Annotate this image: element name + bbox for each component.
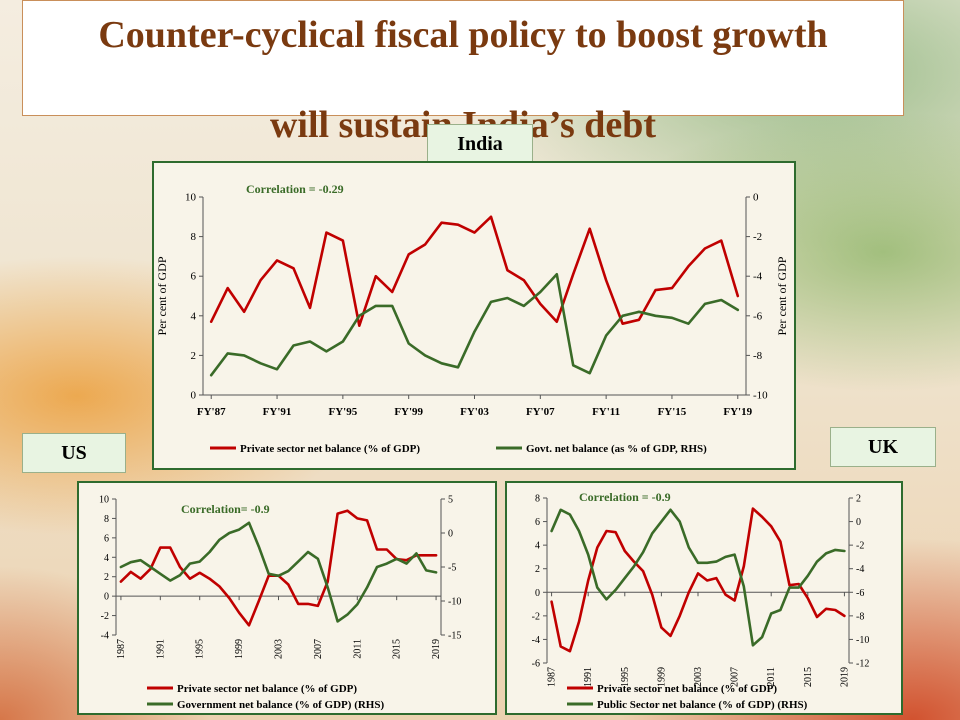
x-tick-label: FY'99 — [394, 406, 423, 418]
y-tick-label-right: 0 — [856, 517, 861, 528]
y-tick-label-left: 10 — [99, 495, 109, 506]
uk-chart-panel: -6 -4 -2 0 2 4 6 8 -12 -10 -8 -6 -4 -2 0 2 1987 1991 1995 1… — [505, 481, 903, 715]
y-tick-label-left: 4 — [191, 310, 197, 322]
legend-label: Private sector net balance (% of GDP) — [177, 683, 357, 695]
x-tick-label: FY'11 — [592, 406, 620, 418]
y-axis-title-left: Per cent of GDP — [155, 256, 169, 335]
x-tick-label: 2011 — [766, 667, 777, 687]
y-tick-label-right: -4 — [856, 564, 864, 575]
title-box: Counter-cyclical fiscal policy to boost … — [22, 0, 904, 146]
y-tick-label-left: 2 — [104, 572, 109, 583]
y-tick-label-left: 0 — [191, 390, 197, 402]
y-tick-label-left: -4 — [532, 635, 540, 646]
x-tick-label: 2015 — [392, 639, 403, 659]
x-tick-label: FY'91 — [263, 406, 292, 418]
govt-balance-line — [119, 521, 438, 623]
private-balance-line — [550, 507, 846, 653]
x-tick-label: 2003 — [693, 667, 704, 687]
x-tick-label: 1995 — [620, 667, 631, 687]
us-chart-panel: -4 -2 0 2 4 6 8 10 -15 -10 -5 0 5 1987 1991 1995 1999 200… — [77, 481, 497, 715]
x-tick-label: 1999 — [656, 667, 667, 687]
y-tick-label-left: 2 — [191, 350, 197, 362]
x-tick-label: FY'87 — [197, 406, 226, 418]
x-tick-label: FY'07 — [526, 406, 555, 418]
y-tick-label-left: -4 — [101, 631, 109, 642]
y-tick-label-left: 6 — [104, 533, 109, 544]
legend-label: Private sector net balance (% of GDP) — [240, 443, 420, 455]
y-tick-label-right: -5 — [448, 563, 456, 574]
y-tick-label-left: 4 — [535, 541, 540, 552]
y-tick-label-left: 6 — [191, 271, 197, 283]
y-tick-label-right: -10 — [753, 390, 768, 402]
y-tick-label-left: 2 — [535, 564, 540, 575]
x-tick-label: 2007 — [730, 667, 741, 687]
x-tick-label: 1999 — [234, 639, 245, 659]
us-label: US — [22, 433, 126, 473]
x-tick-label: 1987 — [547, 667, 558, 687]
y-tick-label-right: -10 — [448, 597, 461, 608]
legend-label: Public Sector net balance (% of GDP) (RH… — [597, 699, 808, 711]
govt-balance-line — [209, 272, 740, 377]
x-tick-label: FY'03 — [460, 406, 489, 418]
y-tick-label-right: -10 — [856, 635, 869, 646]
uk-label: UK — [830, 427, 936, 467]
y-tick-label-left: -2 — [532, 611, 540, 622]
y-axis-title-right: Per cent of GDP — [775, 256, 789, 335]
x-tick-label: FY'19 — [723, 406, 752, 418]
india-chart-panel: 0 2 4 6 8 10 -10 -8 -6 -4 -2 0 FY'87 FY'91 FY'95 FY'99 F… — [152, 161, 796, 470]
correlation-annotation: Correlation = -0.9 — [579, 490, 671, 504]
private-balance-line — [119, 509, 438, 627]
x-tick-label: 2003 — [274, 639, 285, 659]
y-tick-label-left: 8 — [191, 231, 197, 243]
x-tick-label: 1995 — [195, 639, 206, 659]
y-tick-label-right: -12 — [856, 659, 869, 670]
x-tick-label: 1987 — [116, 639, 127, 659]
y-tick-label-right: -8 — [856, 611, 864, 622]
y-tick-label-right: -15 — [448, 631, 461, 642]
x-tick-label: 1991 — [583, 667, 594, 687]
x-tick-label: 2015 — [803, 667, 814, 687]
india-label: India — [427, 124, 533, 164]
y-tick-label-left: 10 — [185, 192, 197, 204]
y-tick-label-right: -6 — [753, 310, 763, 322]
correlation-annotation: Correlation = -0.29 — [246, 182, 344, 196]
y-tick-label-left: 0 — [535, 588, 540, 599]
y-tick-label-right: -2 — [856, 541, 864, 552]
y-tick-label-right: -6 — [856, 588, 864, 599]
correlation-annotation: Correlation= -0.9 — [181, 502, 270, 516]
y-tick-label-right: 0 — [753, 192, 759, 204]
x-tick-label: 2019 — [839, 667, 850, 687]
y-tick-label-left: 8 — [535, 494, 540, 505]
y-tick-label-right: -2 — [753, 231, 762, 243]
x-tick-label: 2019 — [431, 639, 442, 659]
y-tick-label-left: -6 — [532, 659, 540, 670]
y-tick-label-left: 8 — [104, 514, 109, 525]
y-tick-label-right: -8 — [753, 350, 763, 362]
uk-chart: -6 -4 -2 0 2 4 6 8 -12 -10 -8 -6 -4 -2 0 2 1987 1991 1995 1… — [532, 490, 870, 711]
y-tick-label-right: -4 — [753, 271, 763, 283]
legend-label: Private sector net balance (% of GDP) — [597, 683, 777, 695]
us-chart: -4 -2 0 2 4 6 8 10 -15 -10 -5 0 5 1987 1991 1995 1999 200… — [99, 495, 461, 712]
y-tick-label-right: 5 — [448, 495, 453, 506]
x-tick-label: 2011 — [352, 639, 363, 659]
legend-label: Government net balance (% of GDP) (RHS) — [177, 699, 384, 711]
y-tick-label-left: 4 — [104, 553, 109, 564]
y-tick-label-left: 6 — [535, 517, 540, 528]
x-tick-label: FY'95 — [328, 406, 357, 418]
y-tick-label-right: 0 — [448, 529, 453, 540]
y-tick-label-right: 2 — [856, 494, 861, 505]
y-tick-label-left: 0 — [104, 592, 109, 603]
legend-label: Govt. net balance (as % of GDP, RHS) — [526, 443, 707, 455]
private-balance-line — [209, 215, 740, 327]
x-tick-label: FY'15 — [658, 406, 687, 418]
title-line-1: Counter-cyclical fiscal policy to boost … — [98, 14, 828, 56]
x-tick-label: 1991 — [155, 639, 166, 659]
govt-balance-line — [550, 508, 846, 647]
y-tick-label-left: -2 — [101, 611, 109, 622]
x-tick-label: 2007 — [313, 639, 324, 659]
